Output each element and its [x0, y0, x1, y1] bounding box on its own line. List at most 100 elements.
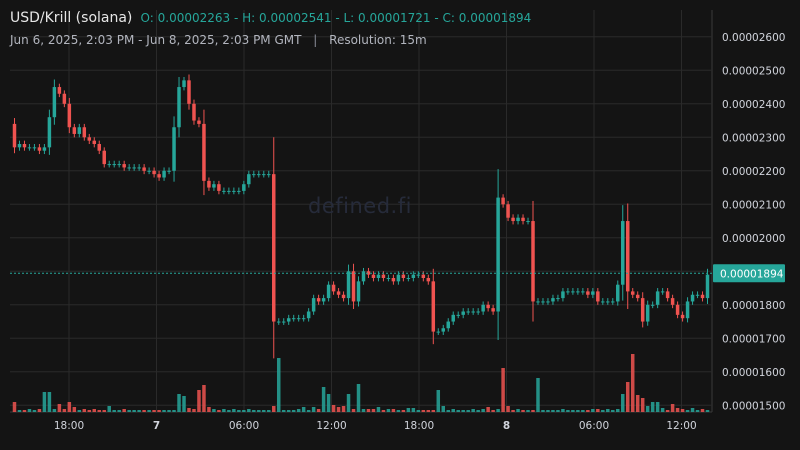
chart-header: USD/Krill (solana) O: 0.00002263 - H: 0.… [10, 10, 531, 26]
candle-body [630, 291, 635, 295]
candle-body [611, 301, 615, 303]
candle-body [162, 170, 166, 178]
candle-body [336, 291, 341, 295]
volume-bar [566, 410, 570, 412]
candle-body [262, 174, 266, 176]
x-tick-label: 8 [503, 420, 510, 432]
candle-body [12, 123, 17, 148]
x-tick-label: 12:00 [316, 420, 346, 432]
volume-bar [142, 410, 146, 412]
volume-bar [286, 410, 291, 412]
candle-body [257, 174, 261, 176]
volume-bar [222, 409, 226, 412]
x-tick-label: 06:00 [229, 420, 259, 432]
volume-bar [17, 410, 22, 412]
candle-body [526, 221, 530, 223]
volume-bar [197, 390, 201, 412]
symbol-title[interactable]: USD/Krill (solana) [10, 10, 133, 26]
candle-body [62, 93, 67, 104]
volume-bar [262, 410, 266, 412]
candle-body [187, 80, 191, 104]
candle-body [601, 301, 605, 303]
candle-body [17, 144, 22, 148]
volume-bar [531, 410, 535, 412]
volume-bar [97, 410, 101, 412]
candle-body [536, 301, 540, 303]
candle-body [281, 321, 286, 323]
candle-body [551, 298, 555, 302]
candle-body [446, 321, 450, 329]
volume-bar [476, 410, 480, 412]
volume-bar [655, 402, 660, 412]
candle-body [541, 301, 545, 303]
volume-bar [37, 409, 42, 412]
volume-bar [122, 409, 126, 412]
candle-body [177, 87, 181, 128]
volume-bar [571, 410, 575, 412]
candlesticks [12, 74, 710, 359]
candle-body [182, 80, 186, 88]
volume-bar [316, 409, 321, 412]
volume-bar [376, 407, 381, 412]
candle-body [625, 221, 630, 292]
candle-body [237, 190, 241, 192]
candle-body [695, 294, 700, 296]
volume-bar [690, 408, 695, 412]
candle-body [172, 127, 176, 171]
candle-body [596, 291, 600, 302]
volume-bar [232, 409, 236, 412]
volume-bar [386, 409, 391, 412]
volume-bar [516, 409, 520, 412]
candle-body [700, 294, 705, 299]
volume-bar [242, 410, 246, 412]
volume-bar [630, 354, 635, 412]
candle-body [566, 291, 570, 293]
candle-body [675, 304, 680, 315]
volume-bar [207, 407, 211, 412]
volume-bar [606, 409, 610, 412]
candle-body [47, 117, 52, 148]
candle-body [252, 174, 256, 176]
candle-body [576, 291, 580, 293]
candle-body [670, 298, 675, 305]
volume-bar [351, 409, 356, 412]
volume-bar [496, 409, 500, 412]
candle-body [142, 167, 146, 171]
candle-body [391, 278, 396, 282]
volume-bar [247, 409, 251, 412]
separator: | [313, 33, 318, 47]
volume-bar [486, 407, 490, 412]
volume-bar [336, 407, 341, 412]
time-axis[interactable]: 18:00 7 06:00 12:00 18:00 8 06:00 12:00 [54, 420, 697, 432]
candle-body [92, 140, 97, 144]
price-axis[interactable]: 0.00001500 0.00001600 0.00001700 0.00001800… [722, 32, 785, 413]
x-tick-label: 12:00 [666, 420, 696, 432]
candle-body [376, 274, 381, 278]
candle-body [660, 291, 665, 293]
watermark-logo: defined.fi [308, 194, 412, 218]
volume-bar [72, 407, 77, 412]
candle-body [381, 274, 386, 278]
candle-body [396, 274, 401, 282]
volume-bar [451, 409, 455, 412]
y-tick-label: 0.00002300 [722, 132, 785, 144]
resolution-label[interactable]: Resolution: 15m [329, 33, 427, 47]
volume-bar [705, 410, 710, 412]
y-tick-label: 0.00001500 [722, 400, 785, 412]
volume-bar [217, 410, 221, 412]
candle-body [77, 127, 82, 134]
candle-body [621, 221, 625, 285]
volume-bar [645, 406, 650, 412]
volume-bar [640, 398, 645, 412]
volume-bar [272, 406, 276, 412]
volume-bar [556, 410, 560, 412]
volume-bar [32, 410, 37, 412]
candle-body [112, 164, 116, 166]
candle-body [431, 281, 436, 332]
volume-bar [52, 409, 57, 412]
volume-bar [137, 410, 141, 412]
candle-body [690, 294, 695, 302]
candle-body [57, 87, 62, 94]
volume-bar [57, 404, 62, 412]
